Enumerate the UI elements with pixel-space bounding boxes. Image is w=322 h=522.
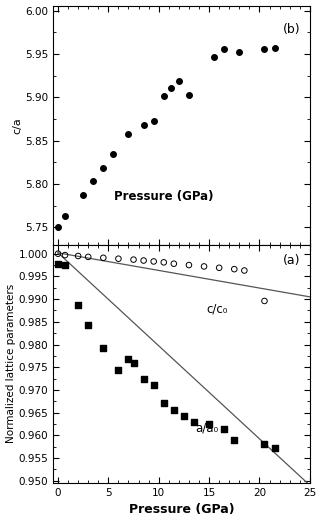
- Point: [91, 177, 96, 185]
- Point: [272, 444, 277, 452]
- Point: [161, 258, 166, 267]
- Point: [101, 254, 106, 262]
- Point: [212, 53, 217, 62]
- Point: [171, 259, 176, 268]
- Text: a/a₀: a/a₀: [195, 422, 219, 435]
- Point: [126, 129, 131, 138]
- Point: [232, 436, 237, 444]
- Point: [202, 262, 207, 270]
- Point: [76, 301, 81, 309]
- Point: [55, 260, 61, 268]
- Point: [206, 420, 212, 428]
- Point: [161, 92, 166, 101]
- Point: [55, 223, 61, 231]
- Point: [186, 261, 192, 269]
- Point: [168, 84, 173, 92]
- Text: (a): (a): [283, 254, 301, 267]
- Point: [151, 257, 156, 266]
- Point: [242, 266, 247, 275]
- Point: [262, 440, 267, 448]
- Point: [141, 121, 146, 129]
- Point: [131, 359, 136, 367]
- Point: [262, 44, 267, 53]
- Point: [101, 164, 106, 172]
- Point: [101, 343, 106, 352]
- X-axis label: Pressure (GPa): Pressure (GPa): [128, 503, 234, 516]
- Point: [222, 44, 227, 53]
- Point: [232, 265, 237, 274]
- Y-axis label: c/a: c/a: [12, 117, 22, 134]
- Point: [151, 116, 156, 125]
- Point: [131, 255, 136, 264]
- Point: [141, 374, 146, 383]
- Point: [171, 406, 176, 414]
- Point: [62, 212, 68, 220]
- Point: [116, 365, 121, 374]
- Point: [62, 261, 68, 269]
- Point: [181, 412, 186, 420]
- Y-axis label: Normalized lattice parameters: Normalized lattice parameters: [5, 284, 15, 444]
- Point: [272, 44, 277, 52]
- Point: [141, 256, 146, 265]
- Point: [111, 149, 116, 158]
- Point: [86, 253, 91, 261]
- Point: [217, 264, 222, 272]
- Point: [176, 77, 181, 85]
- Point: [161, 398, 166, 407]
- Text: c/c₀: c/c₀: [207, 302, 228, 315]
- Point: [116, 255, 121, 263]
- Point: [86, 321, 91, 329]
- Point: [262, 297, 267, 305]
- Text: Pressure (GPa): Pressure (GPa): [114, 191, 213, 204]
- Point: [151, 381, 156, 389]
- Point: [55, 250, 61, 258]
- Point: [80, 191, 86, 199]
- Point: [126, 355, 131, 363]
- Point: [222, 424, 227, 433]
- Point: [186, 90, 192, 99]
- Point: [76, 252, 81, 260]
- Point: [62, 251, 68, 259]
- Text: (b): (b): [283, 23, 301, 36]
- Point: [191, 418, 196, 426]
- Point: [237, 48, 242, 56]
